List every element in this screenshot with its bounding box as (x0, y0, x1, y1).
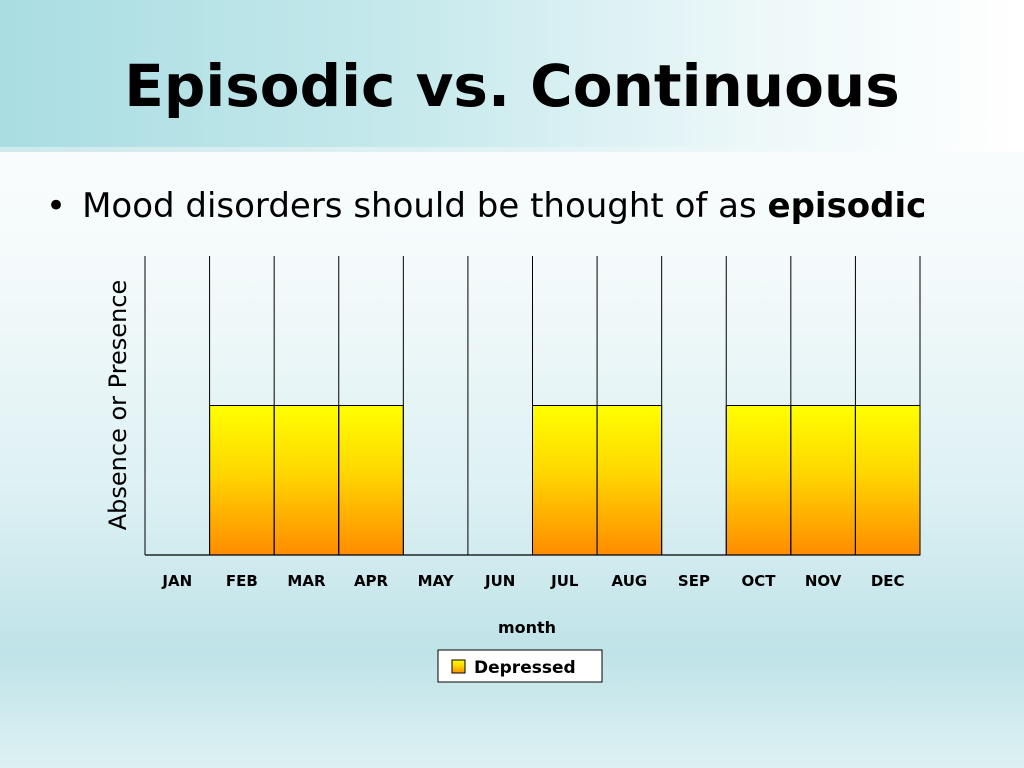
x-tick-label-feb: FEB (226, 572, 258, 590)
title-divider (0, 147, 1024, 152)
bar-feb (209, 405, 275, 556)
slide-title: Episodic vs. Continuous (124, 52, 900, 120)
x-tick-label-mar: MAR (287, 572, 326, 590)
bar-mar (273, 405, 340, 556)
legend-label-depressed: Depressed (474, 658, 576, 678)
legend: Depressed (437, 649, 603, 683)
x-tick-label-jan: JAN (161, 572, 192, 590)
bullet-point: • Mood disorders should be thought of as … (46, 186, 926, 226)
bar-jul (532, 405, 598, 556)
x-tick-label-dec: DEC (871, 572, 905, 590)
bullet-text: Mood disorders should be thought of as (82, 186, 768, 226)
x-tick-label-sep: SEP (678, 572, 710, 590)
x-axis-title: month (498, 618, 556, 637)
y-axis-title: Absence or Presence (104, 280, 132, 531)
x-tick-label-may: MAY (418, 572, 455, 590)
legend-swatch (451, 659, 466, 674)
x-tick-label-apr: APR (354, 572, 389, 590)
bar-oct (725, 405, 792, 556)
x-tick-label-oct: OCT (742, 572, 777, 590)
x-tick-label-nov: NOV (805, 572, 842, 590)
bar-nov (790, 405, 856, 556)
bullet-emphasis: episodic (767, 186, 927, 226)
x-tick-label-aug: AUG (612, 572, 648, 590)
x-tick-label-jun: JUN (484, 572, 515, 590)
x-tick-label-jul: JUL (550, 572, 579, 590)
bar-apr (338, 405, 404, 556)
bar-aug (596, 405, 663, 556)
bullet-dot-icon: • (46, 186, 67, 226)
bar-dec (854, 405, 921, 556)
title-band (0, 0, 1024, 150)
